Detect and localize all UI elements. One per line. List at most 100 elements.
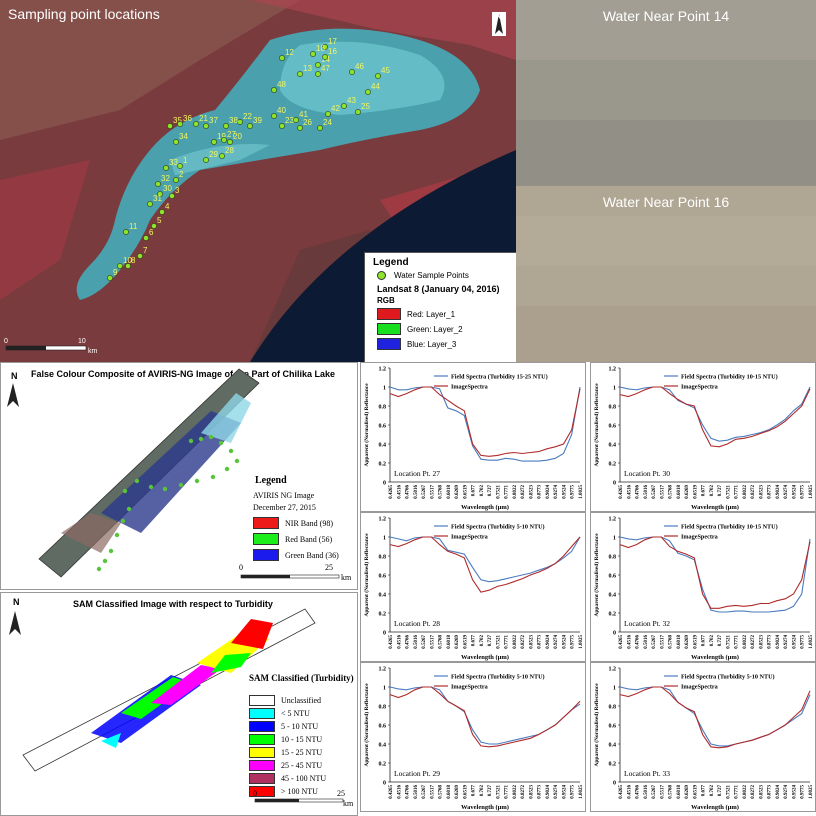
x-tick-label: 0.4516 (397, 485, 402, 499)
x-tick-label: 0.6519 (693, 635, 698, 649)
sam-image (9, 608, 344, 803)
sample-point-26 (297, 125, 303, 131)
sample-point-16 (322, 54, 328, 60)
north-arrow-icon (9, 611, 21, 635)
sample-point-label: 45 (381, 66, 390, 75)
x-tick-label: 0.5517 (660, 485, 665, 499)
x-tick-label: 1.0025 (579, 635, 584, 649)
sample-point-label: 13 (303, 64, 312, 73)
legend-label: Field Spectra (Turbidity 15-25 NTU) (451, 373, 548, 380)
image-spectra-line (389, 536, 581, 593)
sample-point-2 (173, 177, 179, 183)
x-tick-label: 0.9524 (562, 635, 567, 649)
x-tick-label: 0.8272 (521, 485, 526, 499)
legend-label: ImageSpectra (681, 683, 718, 690)
image-spectra-line (619, 386, 811, 448)
sample-point-45 (375, 73, 381, 79)
scale-tick-25: 25 (325, 563, 333, 572)
legend-row-points: Water Sample Points (377, 271, 516, 280)
sample-point-25 (355, 109, 361, 115)
y-tick-label: 0 (383, 631, 386, 637)
y-tick-label: 0.4 (609, 743, 617, 749)
x-tick-label: 0.9775 (571, 785, 576, 799)
x-axis-label: Wavelength (μm) (461, 504, 509, 511)
sample-point-41 (293, 117, 299, 123)
x-tick-label: 0.8272 (751, 635, 756, 649)
aviris-band-red: Red Band (56) (253, 533, 332, 545)
x-tick-label: 0.9024 (546, 635, 551, 649)
x-tick-label: 0.6269 (455, 485, 460, 499)
spectra-chart: 0 0.2 0.4 0.6 0.8 1 1.2 0.4265 0.4516 0.4766 0.501… (360, 662, 586, 812)
sample-point-label: 21 (199, 114, 208, 123)
x-tick-label: 0.4766 (406, 635, 411, 649)
legend-band-red: Red: Layer_1 (377, 308, 516, 320)
sample-point-label: 34 (179, 132, 188, 141)
sample-point-21 (193, 121, 199, 127)
legend-label: Field Spectra (Turbidity 10-15 NTU) (681, 373, 778, 380)
spectra-chart: 0 0.2 0.4 0.6 0.8 1 1.2 0.4265 0.4516 0.4766 0.501… (590, 362, 816, 512)
sample-point-38 (223, 123, 229, 129)
spectra-chart: 0 0.2 0.4 0.6 0.8 1 1.2 0.4265 0.4516 0.4766 0.501… (360, 512, 586, 662)
y-tick-label: 0.4 (609, 443, 617, 449)
x-tick-label: 0.5768 (669, 635, 674, 649)
y-tick-label: 1.2 (609, 367, 617, 373)
x-tick-label: 0.6018 (677, 485, 682, 499)
x-tick-label: 0.6018 (447, 785, 452, 799)
x-tick-label: 0.8773 (538, 785, 543, 799)
image-spectra-line (389, 686, 581, 748)
x-tick-label: 0.4265 (389, 785, 394, 799)
x-tick-label: 0.6018 (677, 785, 682, 799)
sample-point-label: 38 (229, 116, 238, 125)
sam-class-row: 45 - 100 NTU (249, 773, 326, 784)
x-tick-label: 0.7521 (726, 635, 731, 649)
y-tick-label: 0.4 (379, 593, 387, 599)
sam-class-label: > 100 NTU (281, 787, 318, 796)
y-tick-label: 1 (613, 686, 616, 692)
sample-point-10 (117, 263, 123, 269)
location-label: Location Pt. 32 (624, 619, 670, 628)
y-tick-label: 0.4 (609, 593, 617, 599)
x-tick-label: 0.9524 (562, 785, 567, 799)
sample-point-4 (159, 209, 165, 215)
satellite-map-panel: 1234567891011121314161718192021222324252… (0, 0, 516, 362)
x-tick-label: 0.6269 (685, 785, 690, 799)
y-tick-label: 0 (383, 481, 386, 487)
x-tick-label: 0.4265 (389, 485, 394, 499)
image-spectra-line (619, 536, 811, 609)
x-tick-label: 0.5768 (439, 785, 444, 799)
sam-class-swatch (249, 695, 275, 706)
sample-point-label: 40 (277, 106, 286, 115)
red-swatch (377, 308, 401, 320)
x-tick-label: 0.9274 (784, 635, 789, 649)
sample-point-39 (247, 123, 253, 129)
y-tick-label: 0.8 (609, 405, 617, 411)
sample-point-label: 48 (277, 80, 286, 89)
x-tick-label: 0.8022 (513, 485, 518, 499)
sample-point-label: 7 (143, 246, 148, 255)
legend-label: ImageSpectra (451, 533, 488, 540)
x-tick-label: 0.8022 (743, 485, 748, 499)
y-tick-label: 1 (613, 386, 616, 392)
y-tick-label: 0.6 (379, 424, 387, 430)
x-tick-label: 0.727 (488, 635, 493, 647)
x-tick-label: 0.9274 (784, 785, 789, 799)
sample-point-label: 33 (169, 158, 178, 167)
y-tick-label: 1.2 (379, 517, 387, 523)
x-tick-label: 0.9524 (562, 485, 567, 499)
x-tick-label: 1.0025 (579, 785, 584, 799)
x-tick-label: 0.6018 (447, 485, 452, 499)
x-tick-label: 0.4516 (397, 635, 402, 649)
x-tick-label: 0.702 (710, 635, 715, 647)
sam-class-label: 10 - 15 NTU (281, 735, 323, 744)
legend-rgb: RGB (377, 296, 395, 305)
x-tick-label: 0.7771 (505, 635, 510, 649)
y-tick-label: 0 (613, 481, 616, 487)
x-axis-label: Wavelength (μm) (461, 804, 509, 811)
photo-point-16: Water Near Point 16 (516, 186, 816, 362)
y-tick-label: 1.2 (379, 367, 387, 373)
x-tick-label: 0.677 (702, 635, 707, 647)
x-tick-label: 0.9274 (554, 635, 559, 649)
sample-point-29 (203, 157, 209, 163)
sample-point-13 (297, 71, 303, 77)
x-tick-label: 0.702 (710, 485, 715, 497)
